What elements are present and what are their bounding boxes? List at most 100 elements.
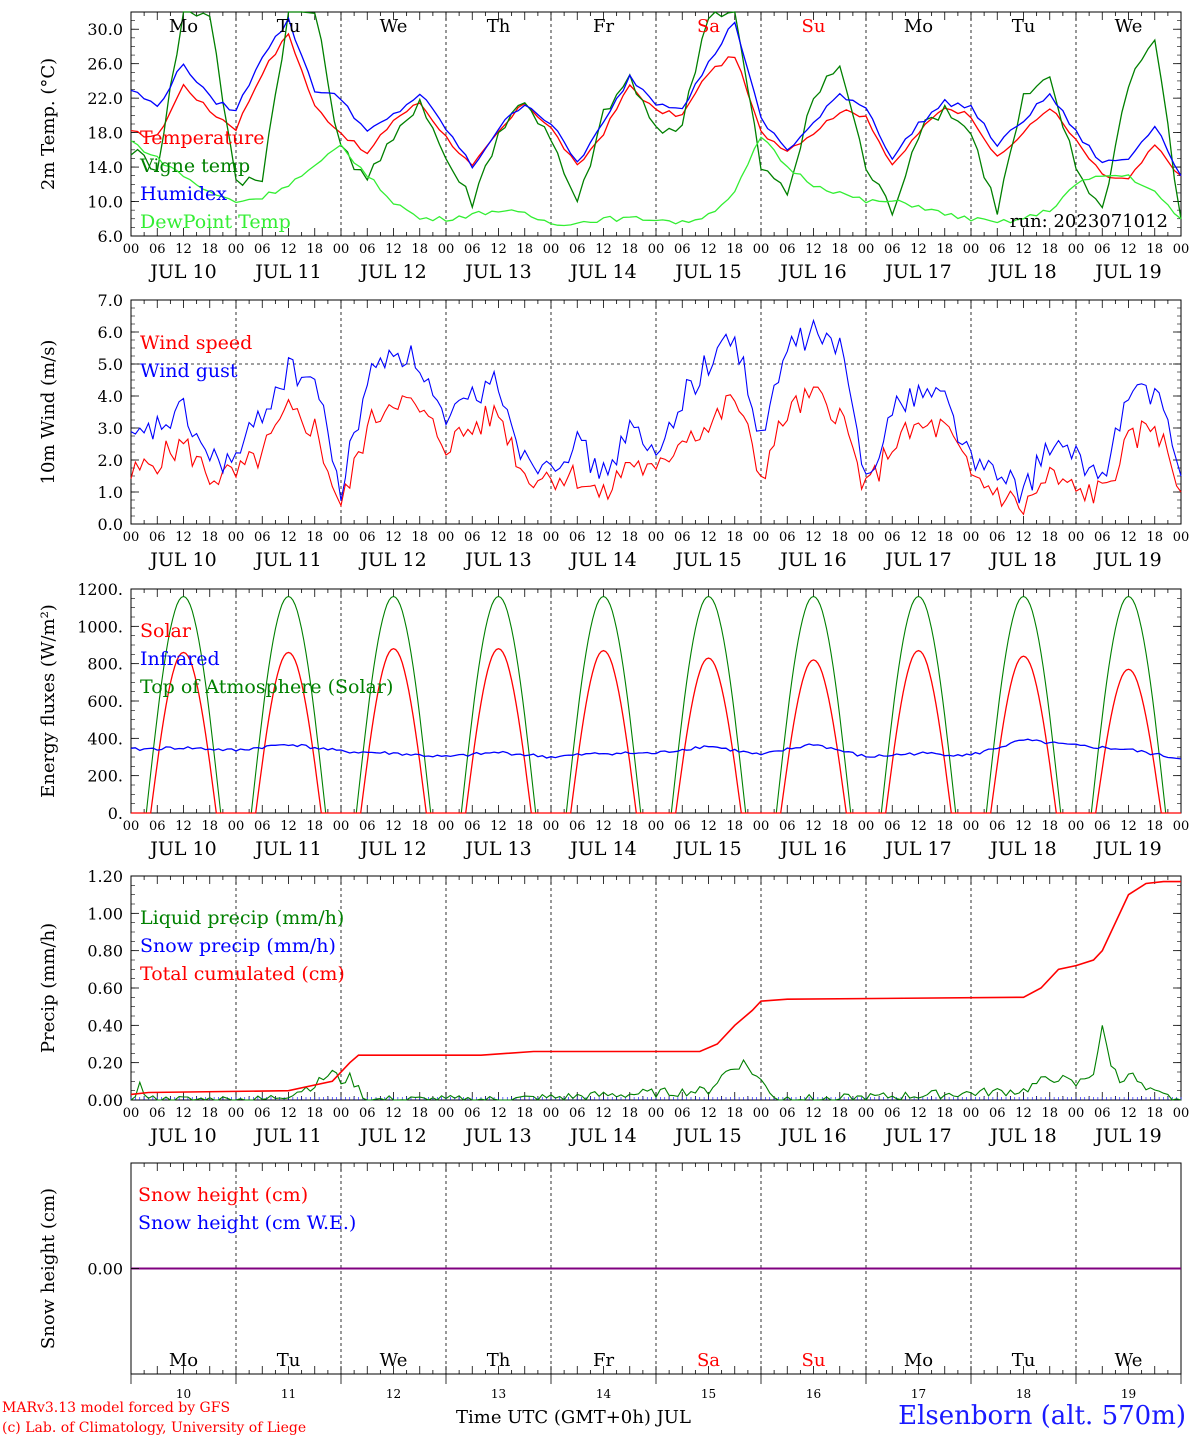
date-label: JUL 17	[883, 838, 951, 860]
hour-label: 18	[831, 530, 848, 545]
panels: 6.0 10.0 14.0 18.0 22.0 26.0 30.0 2m Temp. (°C)…	[38, 11, 1190, 1401]
hour-label: 06	[254, 819, 271, 834]
hour-label: 00	[753, 1106, 770, 1121]
hour-label: 06	[779, 819, 796, 834]
solar-curve	[131, 651, 236, 814]
y-tick-label: 400.	[87, 729, 123, 748]
y-tick-label: 1.0	[98, 483, 123, 502]
date-label: JUL 15	[673, 549, 741, 571]
hour-label: 00	[438, 530, 455, 545]
weekday-label: Fr	[593, 16, 614, 37]
hour-label: 12	[700, 1106, 717, 1121]
date-label: JUL 19	[1093, 261, 1161, 283]
y-tick-label: 0.00	[87, 1091, 123, 1110]
date-label: JUL 19	[1093, 838, 1161, 860]
hour-label: 00	[1068, 819, 1085, 834]
hour-label: 12	[595, 242, 612, 257]
hour-label: 06	[989, 819, 1006, 834]
weekday-label: Sa	[697, 1350, 720, 1371]
hour-label: 00	[963, 819, 980, 834]
hour-label: 06	[1094, 530, 1111, 545]
hour-label: 18	[411, 530, 428, 545]
hour-label: 00	[228, 242, 245, 257]
y-tick-label: 2.0	[98, 451, 123, 470]
hour-label: 00	[963, 242, 980, 257]
hour-label: 12	[175, 819, 192, 834]
date-label: JUL 13	[463, 838, 531, 860]
date-label: JUL 11	[253, 838, 321, 860]
hour-label: 06	[254, 1106, 271, 1121]
y-tick-label: 7.0	[98, 291, 123, 310]
day-number: 13	[491, 1387, 506, 1401]
weekday-label: We	[1115, 1350, 1143, 1371]
hour-label: 18	[411, 242, 428, 257]
hour-label: 00	[1068, 242, 1085, 257]
solar-curve	[1076, 668, 1181, 814]
hour-label: 18	[831, 242, 848, 257]
lab-credit: (c) Lab. of Climatology, University of L…	[2, 1420, 307, 1436]
hour-label: 00	[753, 242, 770, 257]
legend-entry: Infrared	[140, 648, 220, 670]
date-label: JUL 11	[253, 1125, 321, 1147]
hour-label: 06	[569, 1106, 586, 1121]
hour-label: 18	[621, 242, 638, 257]
weekday-label: Tu	[277, 16, 301, 37]
y-tick-label: 0.80	[87, 942, 123, 961]
solar-curve	[341, 647, 446, 814]
date-label: JUL 15	[673, 1125, 741, 1147]
toa-curve	[236, 595, 341, 814]
hour-label: 12	[175, 242, 192, 257]
toa-curve	[446, 595, 551, 814]
weekday-label: Th	[487, 16, 511, 37]
station-name: Elsenborn (alt. 570m)	[898, 1401, 1186, 1431]
hour-label: 06	[779, 1106, 796, 1121]
day-number: 12	[386, 1387, 401, 1401]
legend-entry: Wind gust	[140, 360, 238, 382]
hour-label: 18	[621, 1106, 638, 1121]
date-label: JUL 17	[883, 261, 951, 283]
hour-label: 12	[385, 1106, 402, 1121]
day-number: 14	[596, 1387, 612, 1401]
date-label: JUL 12	[358, 261, 426, 283]
hour-label: 18	[831, 819, 848, 834]
weekday-label: We	[380, 1350, 408, 1371]
date-label: JUL 11	[253, 549, 321, 571]
date-label: JUL 10	[148, 838, 216, 860]
hour-label: 18	[1041, 819, 1058, 834]
y-tick-label: 10.0	[87, 193, 123, 212]
hour-label: 06	[674, 819, 691, 834]
y-tick-label: 0.40	[87, 1016, 123, 1035]
y-tick-label: 200.	[87, 767, 123, 786]
legend-entry: Snow height (cm W.E.)	[138, 1212, 356, 1234]
weekday-label: Tu	[1012, 1350, 1036, 1371]
hour-label: 00	[648, 1106, 665, 1121]
hour-label: 06	[359, 530, 376, 545]
series-line	[130, 318, 1182, 504]
toa-curve	[761, 595, 866, 814]
hour-label: 00	[123, 242, 140, 257]
hour-label: 00	[1173, 530, 1190, 545]
hour-label: 00	[438, 242, 455, 257]
series-line	[130, 32, 1182, 180]
date-label: JUL 12	[358, 1125, 426, 1147]
solar-curve	[866, 649, 971, 814]
date-label: JUL 15	[673, 838, 741, 860]
hour-label: 18	[516, 819, 533, 834]
legend-entry: Total cumulated (cm)	[140, 963, 345, 985]
hour-label: 18	[411, 1106, 428, 1121]
hour-label: 12	[1120, 819, 1137, 834]
toa-curve	[866, 595, 971, 814]
hour-label: 12	[595, 1106, 612, 1121]
y-tick-label: 1.00	[87, 904, 123, 923]
hour-label: 12	[700, 530, 717, 545]
y-axis-label: Energy fluxes (W/m²)	[38, 604, 59, 798]
weekday-label: We	[1115, 16, 1143, 37]
y-tick-label: 800.	[87, 655, 123, 674]
hour-label: 18	[831, 1106, 848, 1121]
date-label: JUL 14	[568, 549, 636, 571]
series-line	[130, 16, 1182, 177]
hour-label: 18	[936, 530, 953, 545]
hour-label: 06	[1094, 242, 1111, 257]
hour-label: 12	[175, 530, 192, 545]
hour-label: 06	[989, 530, 1006, 545]
